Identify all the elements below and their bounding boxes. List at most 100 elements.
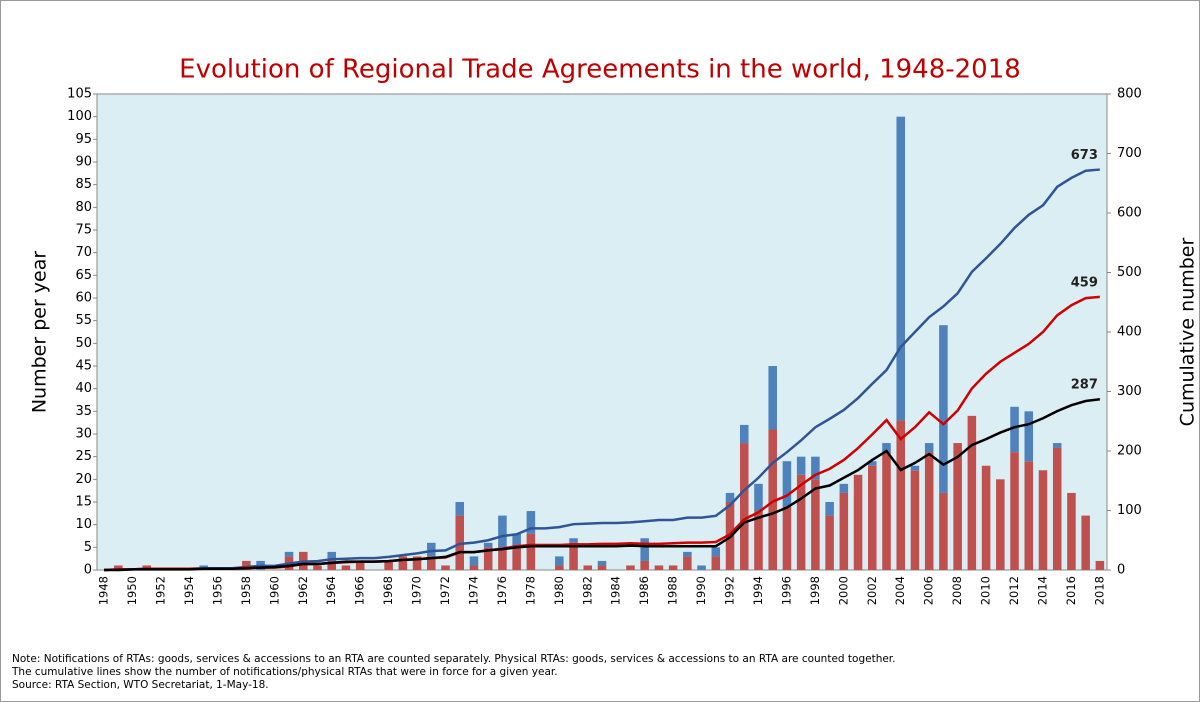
bar — [811, 456, 820, 480]
x-tick-label: 2004 — [893, 576, 907, 605]
bar — [469, 556, 479, 566]
x-tick-label: 1980 — [552, 576, 566, 605]
x-tick-label: 1958 — [239, 576, 253, 605]
chart-title: Evolution of Regional Trade Agreements i… — [179, 55, 1021, 85]
bar — [526, 511, 536, 534]
y-tick-label: 40 — [75, 381, 92, 396]
bar — [1038, 470, 1048, 570]
bar — [1024, 411, 1034, 462]
x-tick-label: 2002 — [865, 576, 879, 605]
x-tick-label: 1984 — [609, 576, 623, 605]
x-tick-label: 1960 — [267, 576, 281, 605]
y-tick-label: 100 — [67, 109, 92, 124]
x-tick-label: 1996 — [779, 576, 793, 605]
x-tick-label: 1992 — [723, 576, 737, 605]
x-tick-label: 1976 — [495, 576, 509, 605]
x-tick-label: 1964 — [324, 576, 338, 605]
y-tick-label: 0 — [84, 563, 92, 578]
bar — [640, 560, 649, 570]
bar — [626, 565, 635, 570]
y-tick-label: 30 — [75, 427, 92, 442]
end-value-label: 459 — [1071, 275, 1098, 290]
y-tick-label: 65 — [75, 268, 92, 283]
bar — [412, 556, 422, 570]
end-value-label: 673 — [1071, 148, 1098, 163]
bar — [526, 533, 536, 570]
y-tick-label: 45 — [75, 359, 92, 374]
bar — [1052, 447, 1062, 570]
bar — [569, 538, 578, 543]
y2-tick-label: 100 — [1117, 503, 1142, 518]
y-tick-label: 35 — [75, 404, 92, 419]
x-tick-label: 1966 — [353, 576, 367, 605]
x-tick-label: 1954 — [182, 576, 196, 605]
bar — [1052, 443, 1062, 448]
bar — [754, 483, 763, 512]
x-tick-label: 1970 — [410, 576, 424, 605]
x-tick-label: 1974 — [466, 576, 480, 605]
y-axis-label: Number per year — [29, 251, 51, 414]
bar — [967, 415, 977, 570]
y-tick-label: 25 — [75, 449, 92, 464]
x-tick-label: 1952 — [154, 576, 168, 605]
bar — [711, 556, 721, 570]
bar — [483, 547, 493, 570]
bar — [996, 479, 1005, 570]
bar — [839, 483, 849, 493]
bar — [754, 511, 763, 570]
bar — [668, 565, 678, 570]
bar — [654, 565, 664, 570]
bar — [725, 492, 735, 502]
bar — [583, 565, 593, 570]
x-tick-label: 2016 — [1064, 576, 1078, 605]
line — [104, 168, 1100, 572]
x-tick-label: 2010 — [979, 576, 993, 605]
x-tick-label: 1990 — [694, 576, 708, 605]
bar — [839, 492, 849, 570]
x-tick-label: 1948 — [97, 576, 111, 605]
bar — [512, 547, 521, 570]
y2-axis-label: Cumulative number — [1177, 237, 1199, 426]
y-tick-label: 95 — [75, 132, 92, 147]
bar — [896, 116, 905, 421]
bar — [853, 474, 863, 570]
bar — [939, 492, 948, 570]
bar — [427, 556, 436, 570]
line — [104, 397, 1101, 572]
x-tick-label: 1968 — [381, 576, 395, 605]
y-tick-label: 55 — [75, 313, 92, 328]
y2-tick-label: 700 — [1117, 146, 1142, 161]
bar — [711, 547, 721, 557]
bar — [683, 551, 692, 557]
y-tick-label: 80 — [75, 200, 92, 215]
bar — [427, 542, 436, 557]
bar — [768, 429, 777, 570]
x-tick-label: 2006 — [922, 576, 936, 605]
bar — [398, 556, 408, 570]
y-tick-label: 60 — [75, 291, 92, 306]
bar — [284, 551, 294, 557]
bar — [811, 479, 820, 570]
bar — [469, 565, 479, 570]
bar — [796, 474, 806, 570]
x-tick-label: 1986 — [637, 576, 651, 605]
y-tick-label: 85 — [75, 177, 92, 192]
bar — [114, 565, 123, 570]
x-tick-label: 1998 — [808, 576, 822, 605]
y-tick-label: 90 — [75, 155, 92, 170]
bar — [1067, 492, 1076, 570]
y2-tick-label: 200 — [1117, 444, 1142, 459]
y2-tick-label: 800 — [1117, 87, 1142, 102]
y-tick-label: 105 — [67, 87, 92, 102]
y2-tick-label: 500 — [1117, 265, 1142, 280]
bar — [441, 565, 450, 570]
bar — [868, 461, 877, 466]
x-tick-label: 2008 — [950, 576, 964, 605]
bar — [1010, 452, 1019, 570]
bar — [1095, 560, 1105, 570]
bar — [313, 565, 322, 570]
bar — [981, 465, 991, 570]
bar — [825, 502, 834, 516]
y-tick-label: 70 — [75, 245, 92, 260]
